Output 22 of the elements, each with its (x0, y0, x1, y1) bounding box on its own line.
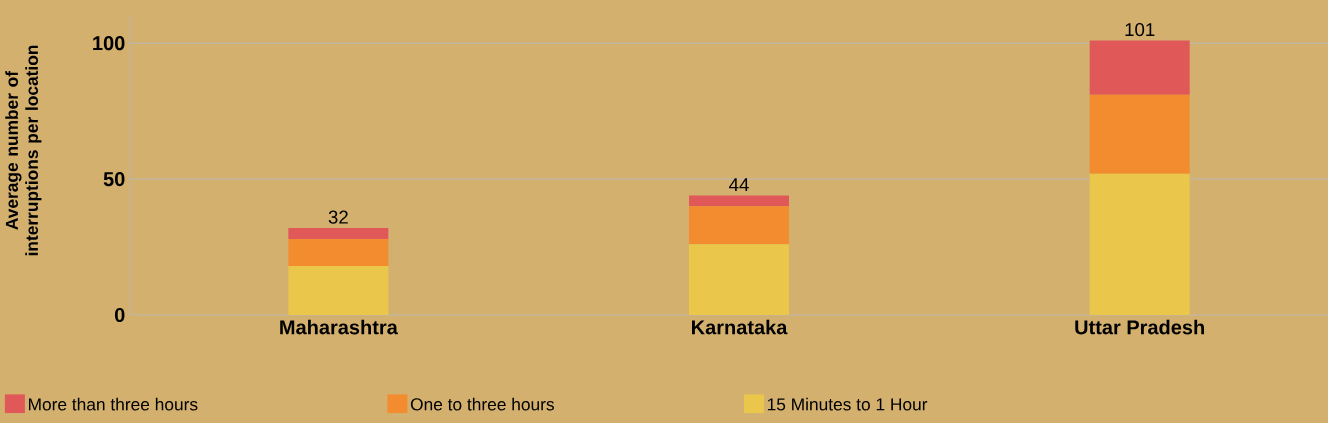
total-label: 32 (328, 210, 348, 224)
bar (1089, 94, 1190, 174)
y-tick-label: 50 (103, 171, 125, 187)
y-tick-label: 100 (93, 36, 125, 51)
legend-label: One to three hours (410, 397, 554, 411)
bar (288, 266, 389, 315)
x-tick-label: Uttar Pradesh (1075, 319, 1204, 335)
bar (1089, 173, 1190, 315)
x-tick-label: Maharashtra (280, 319, 398, 335)
bar (689, 195, 790, 207)
bar (288, 238, 389, 267)
bar (288, 228, 389, 239)
legend-label: 15 Minutes to 1 Hour (767, 397, 928, 411)
bar (1089, 40, 1190, 95)
bar (689, 244, 790, 315)
bar (689, 206, 790, 245)
legend-label: More than three hours (28, 397, 198, 411)
x-tick-label: Karnataka (692, 319, 788, 335)
y-tick-label: 0 (114, 307, 125, 323)
total-label: 44 (729, 178, 749, 192)
y-axis-title: Average number of interruptions per location (5, 45, 42, 256)
total-label: 101 (1125, 22, 1155, 37)
